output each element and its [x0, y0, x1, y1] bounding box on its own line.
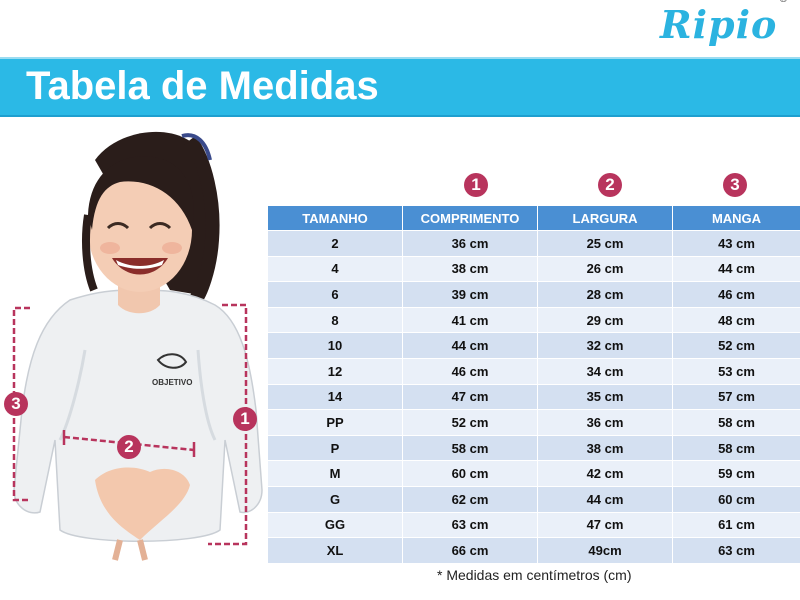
cell-size: 10 — [268, 332, 403, 359]
cell-sleeve: 61 cm — [672, 511, 800, 538]
cell-size: 8 — [268, 306, 403, 333]
badge-two-largura: 2 — [598, 173, 622, 197]
cell-length: 52 cm — [402, 409, 538, 436]
cell-sleeve: 63 cm — [672, 537, 800, 563]
shirt-logo-text: OBJETIVO — [152, 378, 192, 387]
cell-length: 47 cm — [402, 383, 538, 410]
badge-one-comprimento: 1 — [464, 173, 488, 197]
table-row: 10 44 cm 32 cm 52 cm — [268, 332, 800, 359]
cell-length: 62 cm — [402, 485, 538, 513]
cell-length: 63 cm — [402, 511, 538, 538]
cell-size: G — [268, 485, 403, 513]
cell-sleeve: 58 cm — [672, 409, 800, 436]
table-row: 12 46 cm 34 cm 53 cm — [268, 357, 800, 385]
cell-width: 49cm — [537, 537, 673, 563]
cell-length: 46 cm — [402, 357, 538, 385]
badge-three-photo: 3 — [4, 392, 28, 416]
cell-size: 4 — [268, 255, 403, 282]
badge-two-photo: 2 — [117, 435, 141, 459]
cell-length: 39 cm — [402, 281, 538, 308]
cell-width: 38 cm — [537, 434, 673, 461]
measurement-note: * Medidas em centímetros (cm) — [437, 567, 632, 583]
cell-width: 25 cm — [537, 230, 673, 257]
table-row: P 58 cm 38 cm 58 cm — [268, 434, 800, 461]
header-manga: MANGA — [672, 206, 800, 231]
cell-length: 60 cm — [402, 460, 538, 487]
size-table: TAMANHO COMPRIMENTO LARGURA MANGA 2 36 cm… — [268, 206, 800, 563]
cell-sleeve: 58 cm — [672, 434, 800, 461]
cell-width: 42 cm — [537, 460, 673, 487]
table-row: 4 38 cm 26 cm 44 cm — [268, 255, 800, 282]
cell-length: 44 cm — [402, 332, 538, 359]
cell-size: 14 — [268, 383, 403, 410]
cell-sleeve: 43 cm — [672, 230, 800, 257]
cell-size: PP — [268, 409, 403, 436]
table-row: 8 41 cm 29 cm 48 cm — [268, 306, 800, 333]
cell-sleeve: 60 cm — [672, 485, 800, 513]
cell-width: 26 cm — [537, 255, 673, 282]
cell-sleeve: 46 cm — [672, 281, 800, 308]
table-row: PP 52 cm 36 cm 58 cm — [268, 409, 800, 436]
cell-sleeve: 44 cm — [672, 255, 800, 282]
header-comprimento: COMPRIMENTO — [402, 206, 538, 231]
cell-width: 44 cm — [537, 485, 673, 513]
cell-width: 35 cm — [537, 383, 673, 410]
header-tamanho: TAMANHO — [268, 206, 403, 231]
cell-sleeve: 52 cm — [672, 332, 800, 359]
girl-shirt-illustration: OBJETIVO — [12, 131, 263, 561]
cell-length: 58 cm — [402, 434, 538, 461]
title-banner: Tabela de Medidas — [0, 57, 800, 117]
cell-size: GG — [268, 511, 403, 538]
model-photo: OBJETIVO 3 1 2 — [0, 120, 270, 575]
cell-width: 34 cm — [537, 357, 673, 385]
table-header-row: TAMANHO COMPRIMENTO LARGURA MANGA — [268, 206, 800, 231]
cell-size: P — [268, 434, 403, 461]
logo-text: Ripio — [660, 2, 778, 47]
cell-width: 47 cm — [537, 511, 673, 538]
badge-one-photo: 1 — [233, 407, 257, 431]
registered-mark: ® — [778, 0, 789, 5]
page-title: Tabela de Medidas — [26, 64, 379, 108]
cell-length: 66 cm — [402, 537, 538, 563]
cell-length: 41 cm — [402, 306, 538, 333]
cell-size: 2 — [268, 230, 403, 257]
cell-width: 36 cm — [537, 409, 673, 436]
header-largura: LARGURA — [537, 206, 673, 231]
cell-size: XL — [268, 537, 403, 563]
cell-size: 6 — [268, 281, 403, 308]
table-row: GG 63 cm 47 cm 61 cm — [268, 511, 800, 538]
cell-sleeve: 59 cm — [672, 460, 800, 487]
cell-width: 29 cm — [537, 306, 673, 333]
cell-sleeve: 48 cm — [672, 306, 800, 333]
badge-three-manga: 3 — [723, 173, 747, 197]
table-row: G 62 cm 44 cm 60 cm — [268, 485, 800, 513]
table-row: 6 39 cm 28 cm 46 cm — [268, 281, 800, 308]
cell-size: 12 — [268, 357, 403, 385]
cell-sleeve: 57 cm — [672, 383, 800, 410]
cell-length: 38 cm — [402, 255, 538, 282]
cell-sleeve: 53 cm — [672, 357, 800, 385]
ripio-logo: Ripio® — [660, 0, 789, 47]
cell-width: 28 cm — [537, 281, 673, 308]
cell-size: M — [268, 460, 403, 487]
cell-length: 36 cm — [402, 230, 538, 257]
table-row: M 60 cm 42 cm 59 cm — [268, 460, 800, 487]
table-row: 2 36 cm 25 cm 43 cm — [268, 230, 800, 257]
table-row: 14 47 cm 35 cm 57 cm — [268, 383, 800, 410]
cell-width: 32 cm — [537, 332, 673, 359]
table-row: XL 66 cm 49cm 63 cm — [268, 537, 800, 563]
